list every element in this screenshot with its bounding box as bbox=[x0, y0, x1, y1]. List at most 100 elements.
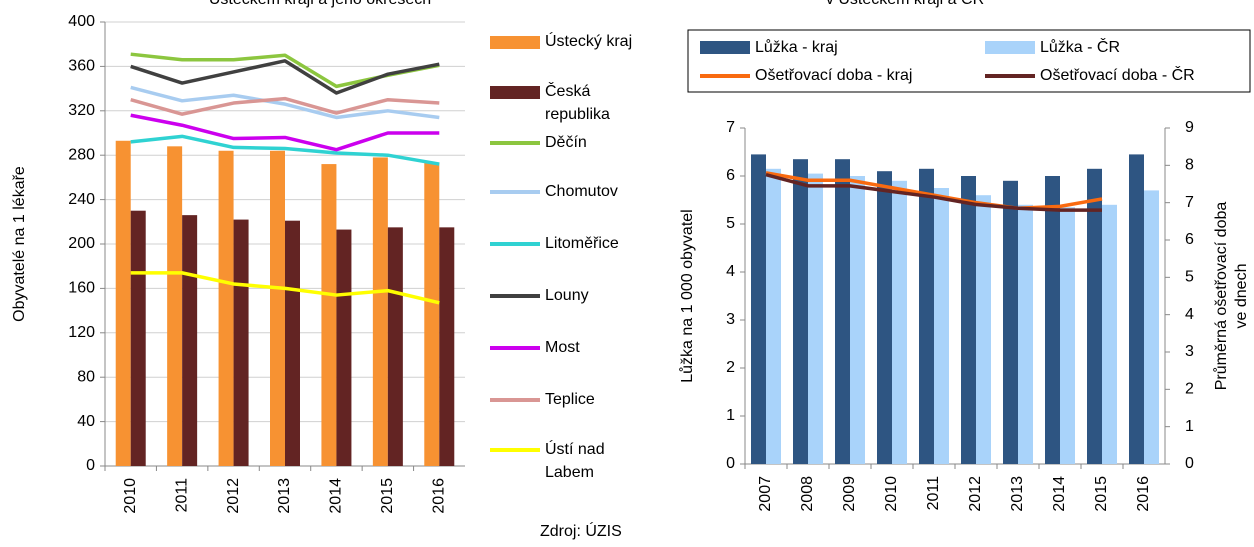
chart-title: v Ústeckém kraji a ČR bbox=[826, 0, 984, 8]
bar bbox=[336, 229, 352, 466]
y-tick-label: 80 bbox=[77, 368, 95, 385]
legend-label: Ošetřovací doba - ČR bbox=[1040, 65, 1195, 84]
legend-label: Lůžka - ČR bbox=[1040, 37, 1120, 56]
x-tick-label: 2016 bbox=[431, 478, 448, 514]
x-tick-label: 2012 bbox=[967, 476, 984, 512]
bar bbox=[934, 188, 949, 464]
line bbox=[130, 134, 440, 166]
x-tick-label: 2010 bbox=[883, 476, 900, 512]
x-tick-label: 2008 bbox=[799, 476, 816, 512]
y-tick-label: 2 bbox=[726, 359, 735, 376]
source: Zdroj: ÚZIS bbox=[540, 521, 622, 540]
bar bbox=[976, 195, 991, 464]
y-tick-label: 400 bbox=[68, 13, 95, 30]
x-tick-label: 2012 bbox=[225, 478, 242, 514]
bar bbox=[115, 140, 131, 466]
x-tick-label: 2009 bbox=[841, 476, 858, 512]
y-tick-label: 120 bbox=[68, 324, 95, 341]
y-tick-label: 6 bbox=[726, 167, 735, 184]
y-tick-label: 0 bbox=[86, 457, 95, 474]
y2-tick-label: 8 bbox=[1185, 157, 1194, 174]
line bbox=[765, 171, 1103, 211]
x-tick-label: 2013 bbox=[276, 478, 293, 514]
bar bbox=[919, 168, 934, 465]
legend-label: Teplice bbox=[545, 391, 595, 408]
bar bbox=[182, 215, 198, 466]
legend-label: Louny bbox=[545, 287, 589, 304]
x-tick-label: 2014 bbox=[1051, 476, 1068, 512]
legend-label: Ústí nad Labem bbox=[545, 441, 605, 481]
y-tick-label: 200 bbox=[68, 235, 95, 252]
x-tick-label: 2013 bbox=[1009, 476, 1026, 512]
bar bbox=[835, 159, 850, 464]
y-tick-label: 240 bbox=[68, 191, 95, 208]
y-tick-label: 320 bbox=[68, 102, 95, 119]
bar bbox=[233, 219, 249, 466]
x-tick-label: 2010 bbox=[122, 478, 139, 514]
bar bbox=[387, 227, 403, 466]
y2-tick-label: 5 bbox=[1185, 269, 1194, 286]
x-tick-label: 2007 bbox=[757, 476, 774, 512]
bar bbox=[424, 162, 440, 466]
legend-label: Děčín bbox=[545, 134, 587, 151]
bar bbox=[1102, 204, 1117, 465]
line bbox=[130, 96, 440, 116]
y-tick-label: 160 bbox=[68, 280, 95, 297]
y2-tick-label: 7 bbox=[1185, 194, 1194, 211]
y2-axis-label: ve dnech bbox=[1233, 264, 1250, 329]
y-tick-label: 1 bbox=[726, 407, 735, 424]
x-tick-label: 2015 bbox=[1093, 476, 1110, 512]
bar bbox=[270, 150, 285, 466]
bar bbox=[961, 176, 976, 464]
bar bbox=[793, 159, 808, 464]
y-tick-label: 360 bbox=[68, 58, 95, 75]
y-axis-label: Lůžka na 1 000 obyvatel bbox=[678, 209, 696, 382]
x-tick-label: 2014 bbox=[328, 478, 345, 514]
y2-tick-label: 3 bbox=[1185, 343, 1194, 360]
bar bbox=[766, 168, 781, 465]
bar bbox=[877, 171, 892, 464]
bar bbox=[1045, 176, 1060, 464]
legend-label: Ústecký kraj bbox=[545, 33, 633, 50]
bar bbox=[372, 157, 388, 467]
chart-title: Ústeckém kraji a jeho okresech bbox=[209, 0, 431, 8]
y2-axis-label: Průměrná ošetřovací doba bbox=[1212, 202, 1230, 391]
legend-label: Chomutov bbox=[545, 183, 618, 200]
x-tick-label: 2015 bbox=[379, 478, 396, 514]
legend-swatch bbox=[490, 86, 540, 99]
x-tick-label: 2011 bbox=[925, 476, 942, 511]
y-tick-label: 0 bbox=[726, 455, 735, 472]
legend-swatch bbox=[985, 41, 1035, 54]
y-tick-label: 280 bbox=[68, 146, 95, 163]
y2-tick-label: 1 bbox=[1185, 418, 1194, 435]
bar bbox=[1060, 207, 1075, 464]
bar bbox=[1018, 204, 1033, 465]
y2-tick-label: 6 bbox=[1185, 231, 1194, 248]
bar bbox=[751, 154, 766, 464]
y-tick-label: 5 bbox=[726, 215, 735, 232]
legend-swatch bbox=[490, 36, 540, 49]
legend-label: Most bbox=[545, 339, 580, 356]
legend-label: Ošetřovací doba - kraj bbox=[755, 67, 912, 84]
y2-tick-label: 0 bbox=[1185, 455, 1194, 472]
legend-label: Česká republika bbox=[545, 83, 610, 123]
bar bbox=[285, 220, 300, 466]
bar bbox=[1144, 190, 1159, 464]
bar bbox=[1129, 154, 1144, 464]
bar bbox=[167, 146, 183, 466]
y2-tick-label: 2 bbox=[1185, 381, 1194, 398]
legend-box bbox=[687, 29, 1251, 93]
line bbox=[130, 59, 440, 95]
bar bbox=[1003, 180, 1018, 465]
bar bbox=[808, 173, 823, 464]
x-tick-label: 2011 bbox=[173, 478, 190, 513]
bar bbox=[130, 210, 146, 466]
bar bbox=[1087, 168, 1102, 465]
y-axis-label: Obyvatelé na 1 lékaře bbox=[11, 166, 28, 322]
y-tick-label: 7 bbox=[726, 119, 735, 136]
y-tick-label: 40 bbox=[77, 413, 95, 430]
line bbox=[130, 85, 440, 120]
y2-tick-label: 9 bbox=[1185, 119, 1194, 136]
